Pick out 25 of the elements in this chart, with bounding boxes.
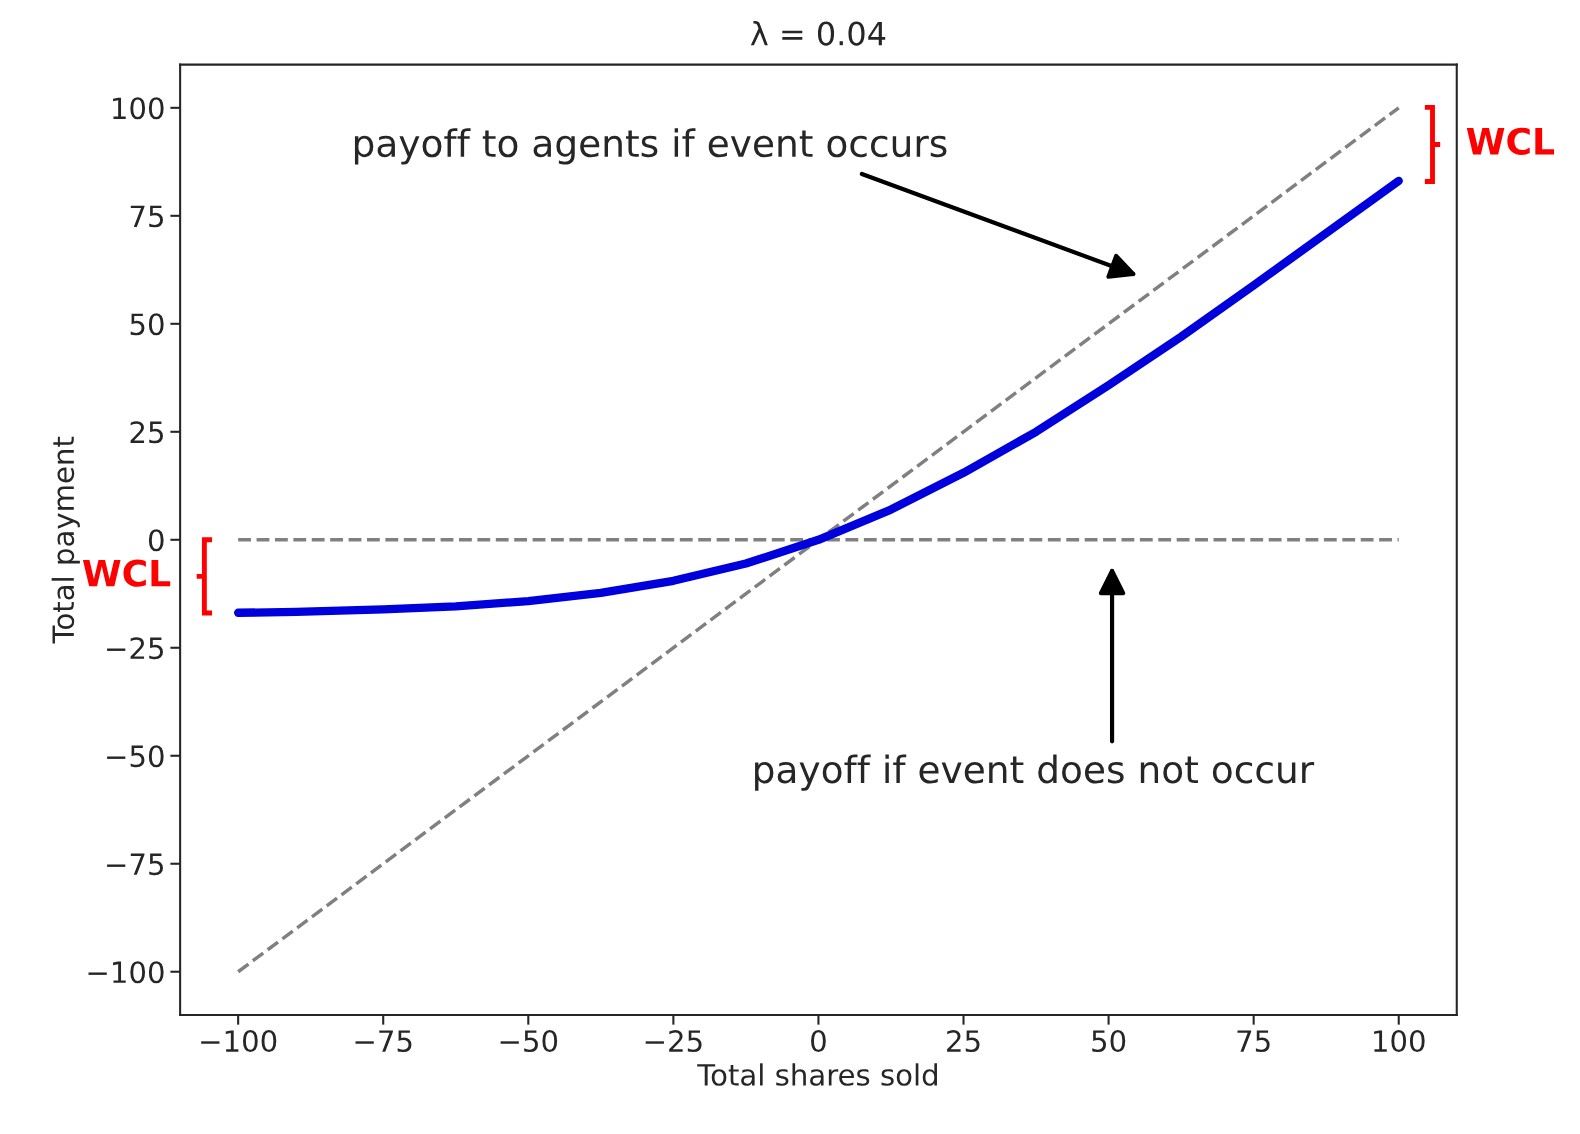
y-tick-label: −100 — [88, 961, 164, 984]
y-tick-label: −50 — [107, 745, 164, 768]
x-tick-label: 25 — [947, 1030, 980, 1053]
x-tick-label: 50 — [1092, 1030, 1126, 1053]
y-tick-label: −75 — [107, 853, 163, 876]
x-tick-label: 75 — [1237, 1030, 1270, 1053]
x-tick-label: −100 — [201, 1030, 277, 1053]
x-tick-label: −75 — [355, 1030, 412, 1053]
chart-title: λ = 0.04 — [750, 20, 886, 46]
annotation: payoff to agents if event occurs — [354, 128, 947, 165]
y-tick-label: 100 — [113, 97, 164, 120]
y-axis-title: Total payment — [51, 436, 80, 644]
y-tick-label: −25 — [107, 637, 163, 660]
text: WCL — [1466, 127, 1555, 155]
text: WCL — [82, 559, 171, 587]
y-tick-label: 50 — [130, 313, 164, 336]
x-tick-label: 100 — [1374, 1030, 1425, 1053]
y-tick-label: 75 — [130, 205, 163, 228]
x-tick-label: −50 — [500, 1030, 558, 1053]
x-axis-title: Total shares sold — [697, 1063, 937, 1086]
y-tick-label: 0 — [148, 529, 164, 552]
x-tick-label: −25 — [645, 1030, 702, 1053]
annotation: payoff if event does not occur — [755, 754, 1315, 791]
x-tick-label: 0 — [811, 1030, 826, 1053]
y-tick-label: 25 — [130, 421, 163, 444]
